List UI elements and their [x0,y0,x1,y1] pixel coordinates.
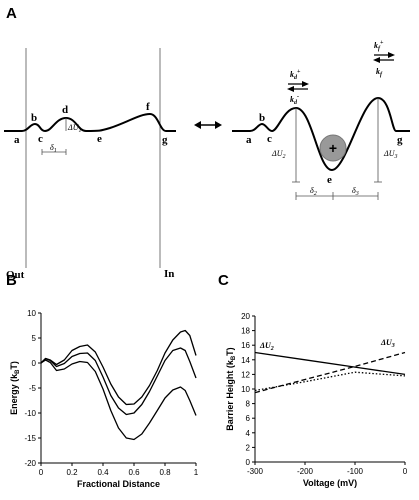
ion-plus-sign: + [329,140,337,156]
kf-minus-label: kf [376,67,383,78]
x-tick-label: 0 [39,468,44,477]
left-point-b: b [31,112,37,124]
delta2-label: δ2 [310,186,317,197]
kf-reverse-head [373,57,380,63]
left-point-a: a [14,134,20,146]
kd-forward-head [302,81,309,87]
delta-u2-label: ΔU2 [271,149,285,160]
delta-u3-label: ΔU3 [383,149,397,160]
y-tick-label: 4 [246,429,251,438]
annot-u3-label: ΔU3 [380,338,395,349]
right-point-a: a [246,134,252,146]
y-tick-label: 18 [241,327,250,336]
equilibrium-arrow [194,121,222,129]
left-point-e: e [97,133,102,145]
delta1-label: δ1 [50,143,57,154]
x-tick-label: -200 [297,467,314,476]
x-tick-label: 0.4 [97,468,109,477]
right-point-e: e [327,174,332,186]
ion-circle [319,134,347,162]
series-line-1 [40,329,197,406]
y-tick-label: -5 [29,384,37,393]
kd-reverse-head [287,86,294,92]
y-axis-label: Energy (kBT) [9,361,21,415]
left-point-f: f [146,101,150,113]
right-point-c: c [267,133,272,145]
y-tick-label: -10 [24,409,36,418]
y-tick-label: 20 [241,312,250,321]
y-tick-label: -20 [24,459,36,468]
left-profile-curve [4,112,176,133]
y-tick-label: 5 [32,334,37,343]
right-point-g: g [397,134,403,146]
y-tick-label: 10 [27,309,36,318]
x-tick-label: 0.2 [66,468,78,477]
series-line-2 [254,351,406,394]
left-point-g: g [162,134,168,146]
y-tick-label: 0 [246,458,251,467]
y-tick-label: 10 [241,385,250,394]
delta3-label: δ3 [352,186,359,197]
series-line-2 [40,347,197,416]
kd-plus-label: kd+ [290,69,301,81]
annot-u2-label: ΔU2 [259,341,274,352]
right-profile-curve [232,96,410,172]
x-tick-label: 0.8 [159,468,171,477]
kd-minus-label: kd- [290,94,299,106]
panel-a-label: A [6,5,17,22]
kf-forward-head [388,52,395,58]
right-point-b: b [259,112,265,124]
y-tick-label: -15 [24,434,36,443]
y-tick-label: 6 [246,414,251,423]
left-point-d: d [62,104,68,116]
x-tick-label: -300 [247,467,264,476]
y-axis-label: Barrier Height (kBT) [225,347,237,430]
arrow-head-right [215,121,222,129]
x-tick-label: 1 [194,468,199,477]
series-line-3 [40,359,197,441]
x-tick-label: 0.6 [128,468,140,477]
x-axis-label: Voltage (mV) [303,478,357,488]
out-label: Out [6,269,25,281]
x-tick-label: -100 [347,467,364,476]
in-label: In [164,268,174,280]
series-line-3 [254,371,406,392]
arrow-head-left [194,121,201,129]
right-energy-profile: a b c e g + kd+ kd- kf+ kf ΔU2 ΔU3 [232,40,410,200]
x-tick-label: 0 [403,467,408,476]
y-tick-label: 8 [246,400,251,409]
panel-c-label: C [218,272,229,289]
series-line-1 [254,351,406,376]
panel-b-label: B [6,272,17,289]
x-axis-label: Fractional Distance [77,479,160,489]
y-tick-label: 2 [246,443,251,452]
left-energy-profile: a b c d e f g ΔU1 δ1 Out In [4,48,176,281]
left-point-c: c [38,133,43,145]
y-tick-label: 16 [241,341,250,350]
y-tick-label: 14 [241,356,250,365]
kf-plus-label: kf+ [374,40,384,52]
y-tick-label: 0 [32,359,37,368]
delta-u1-label: ΔU1 [67,123,81,134]
y-tick-label: 12 [241,370,250,379]
